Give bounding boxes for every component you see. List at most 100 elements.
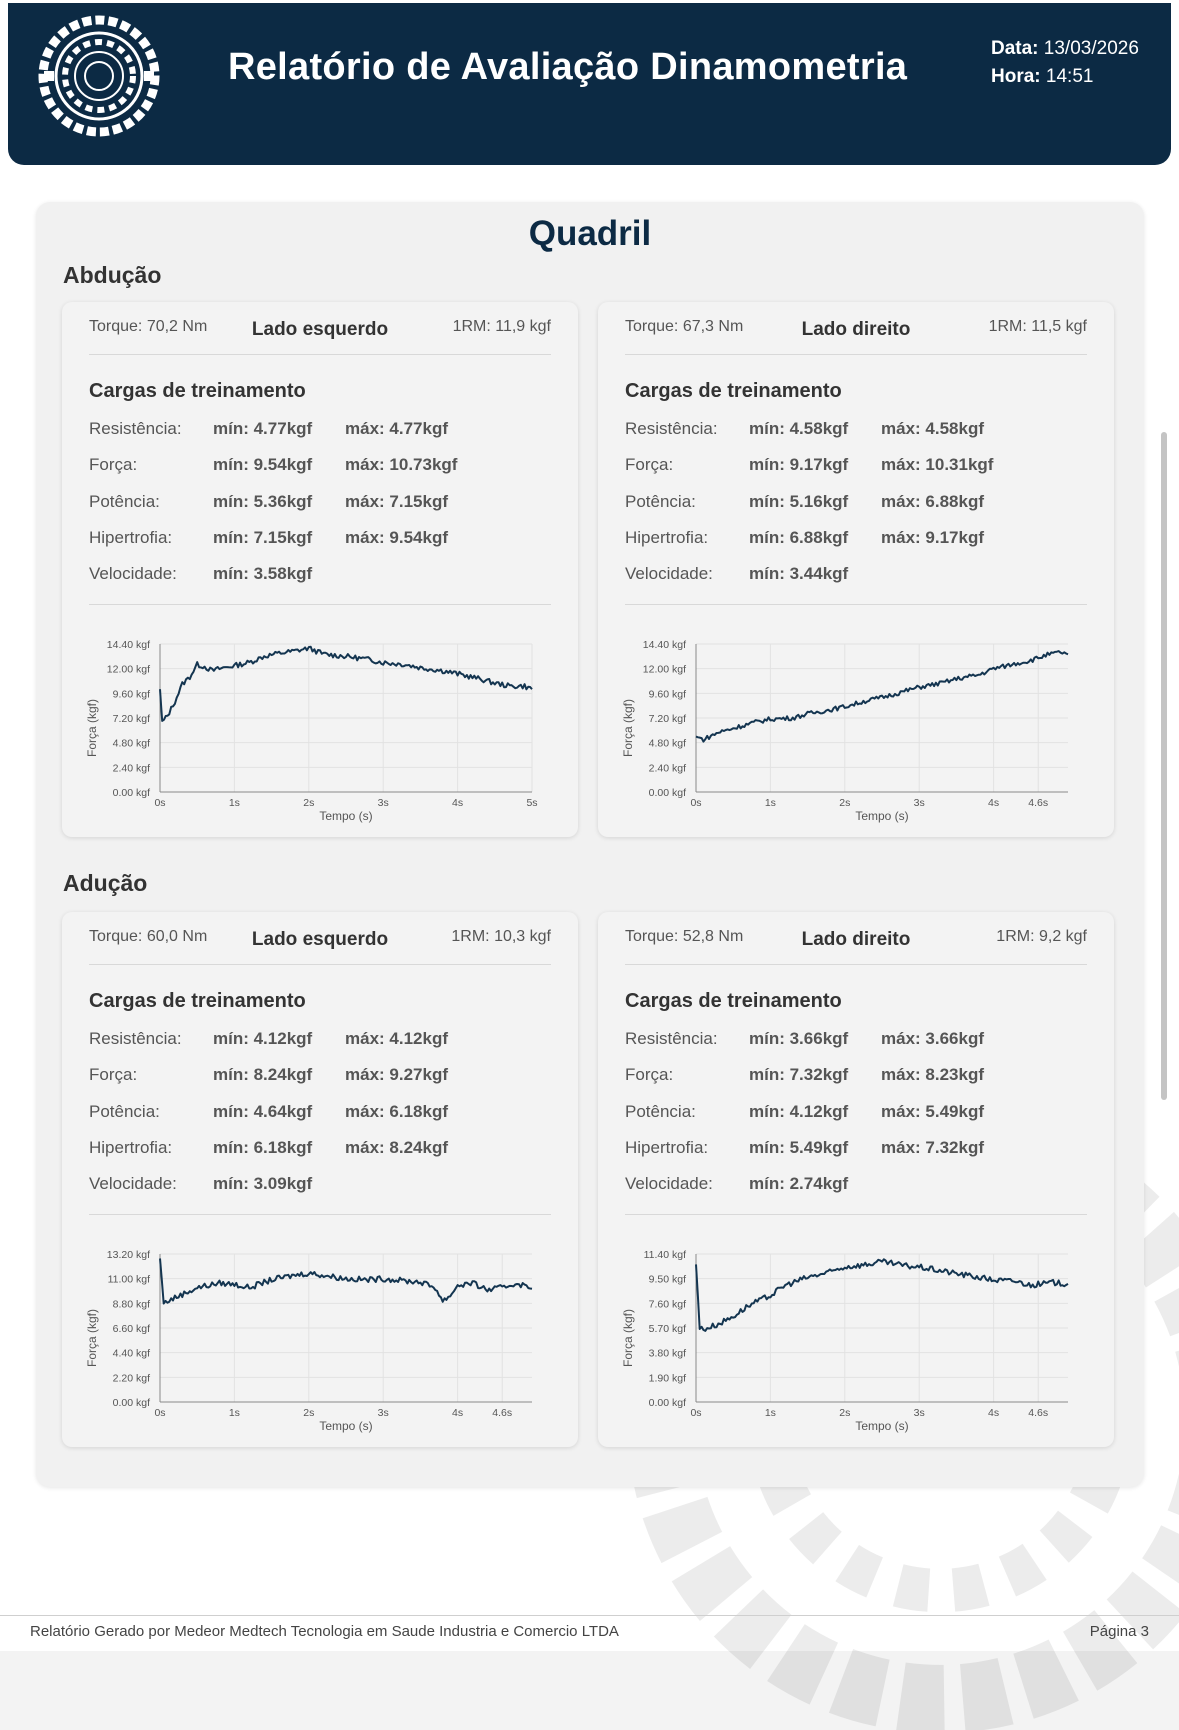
- y-tick-label: 7.20 kgf: [649, 713, 686, 725]
- x-tick-label: 3s: [378, 797, 389, 809]
- load-max: máx: 4.12kgf: [345, 1029, 448, 1048]
- load-label: Força:: [89, 455, 138, 474]
- x-tick-label: 4s: [988, 797, 999, 809]
- load-max: máx: 4.77kgf: [345, 419, 448, 438]
- date-value: 13/03/2026: [1043, 38, 1139, 59]
- divider: [625, 604, 1087, 605]
- footer-divider: [0, 1615, 1179, 1616]
- x-tick-label: 4.6s: [1028, 797, 1048, 809]
- y-tick-label: 8.80 kgf: [113, 1298, 150, 1310]
- x-tick-label: 2s: [303, 1407, 314, 1419]
- footer-credit: Relatório Gerado por Medeor Medtech Tecn…: [30, 1623, 619, 1640]
- side-label: Lado direito: [801, 319, 911, 340]
- time-value: 14:51: [1045, 66, 1094, 87]
- load-max: máx: 7.32kgf: [881, 1138, 984, 1157]
- rm-value: 1RM: 11,5 kgf: [988, 318, 1087, 335]
- load-min: mín: 6.88kgf: [749, 528, 849, 547]
- y-tick-label: 7.20 kgf: [113, 713, 150, 725]
- x-tick-label: 4.6s: [1028, 1407, 1048, 1419]
- cargas-title: Cargas de treinamento: [625, 990, 842, 1012]
- force-series-line: [159, 1258, 533, 1305]
- x-tick-label: 4.6s: [492, 1407, 512, 1419]
- x-tick-label: 2s: [839, 797, 850, 809]
- page-scrollbar[interactable]: [1161, 432, 1167, 1100]
- load-min: mín: 4.64kgf: [213, 1102, 313, 1121]
- load-max: máx: 4.58kgf: [881, 419, 984, 438]
- side-label: Lado esquerdo: [251, 929, 389, 950]
- load-min: mín: 2.74kgf: [749, 1174, 849, 1193]
- load-label: Velocidade:: [625, 564, 713, 583]
- load-min: mín: 8.24kgf: [213, 1065, 313, 1084]
- load-max: máx: 8.24kgf: [345, 1138, 448, 1157]
- load-max: máx: 6.18kgf: [345, 1102, 448, 1121]
- torque-value: Torque: 52,8 Nm: [625, 928, 744, 945]
- divider: [625, 964, 1087, 965]
- y-tick-label: 2.20 kgf: [113, 1372, 150, 1384]
- force-series-line: [695, 1258, 1069, 1332]
- x-axis-label: Tempo (s): [319, 809, 372, 823]
- load-min: mín: 4.12kgf: [213, 1029, 313, 1048]
- load-label: Potência:: [89, 1102, 160, 1121]
- divider: [625, 354, 1087, 355]
- movement-title-abducao: Abdução: [63, 262, 162, 288]
- force-chart-abducao-esquerdo: 14.40 kgf 12.00 kgf 9.60 kgf 7.20 kgf 4.80 k…: [85, 639, 538, 823]
- load-min: mín: 4.12kgf: [749, 1102, 849, 1121]
- section-title: Quadril: [528, 214, 652, 253]
- load-label: Velocidade:: [625, 1174, 713, 1193]
- y-tick-label: 4.80 kgf: [649, 738, 686, 750]
- y-tick-label: 3.80 kgf: [649, 1348, 686, 1360]
- rm-value: 1RM: 9,2 kgf: [996, 928, 1087, 945]
- load-label: Hipertrofia:: [625, 1138, 709, 1157]
- x-axis-label: Tempo (s): [855, 809, 908, 823]
- y-tick-label: 11.00 kgf: [108, 1274, 151, 1286]
- load-label: Hipertrofia:: [89, 528, 173, 547]
- load-min: mín: 4.58kgf: [749, 419, 849, 438]
- load-min: mín: 4.77kgf: [213, 419, 313, 438]
- x-tick-label: 2s: [839, 1407, 850, 1419]
- x-axis-label: Tempo (s): [855, 1419, 908, 1433]
- x-tick-label: 1s: [229, 797, 240, 809]
- y-tick-label: 2.40 kgf: [649, 762, 686, 774]
- x-tick-label: 0s: [154, 1407, 165, 1419]
- rm-value: 1RM: 11,9 kgf: [452, 318, 551, 335]
- y-tick-label: 13.20 kgf: [107, 1249, 150, 1261]
- y-axis-label: Força (kgf): [85, 699, 99, 757]
- load-max: máx: 8.23kgf: [881, 1065, 984, 1084]
- report-meta: Data: 13/03/2026 Hora: 14:51: [991, 35, 1139, 91]
- x-tick-label: 0s: [690, 797, 701, 809]
- load-min: mín: 5.49kgf: [749, 1138, 849, 1157]
- force-chart-abducao-direito: 14.40 kgf 12.00 kgf 9.60 kgf 7.20 kgf 4.80 k…: [621, 639, 1069, 823]
- x-tick-label: 5s: [526, 797, 537, 809]
- divider: [625, 1214, 1087, 1215]
- load-max: máx: 9.17kgf: [881, 528, 984, 547]
- force-chart-aducao-direito: 11.40 kgf 9.50 kgf 7.60 kgf 5.70 kgf 3.80 kg…: [621, 1249, 1069, 1433]
- load-max: máx: 7.15kgf: [345, 492, 448, 511]
- y-tick-label: 12.00 kgf: [107, 664, 150, 676]
- load-min: mín: 5.16kgf: [749, 492, 849, 511]
- load-min: mín: 9.17kgf: [749, 455, 849, 474]
- load-min: mín: 6.18kgf: [213, 1138, 313, 1157]
- y-tick-label: 14.40 kgf: [643, 639, 686, 651]
- y-axis-label: Força (kgf): [85, 1309, 99, 1367]
- y-tick-label: 4.40 kgf: [113, 1348, 150, 1360]
- y-tick-label: 9.50 kgf: [649, 1274, 686, 1286]
- load-min: mín: 7.32kgf: [749, 1065, 849, 1084]
- card-aducao-esquerdo: Torque: 60,0 Nm Lado esquerdo 1RM: 10,3 …: [62, 912, 578, 1447]
- load-label: Força:: [625, 1065, 674, 1084]
- x-tick-label: 4s: [452, 1407, 463, 1419]
- load-min: mín: 9.54kgf: [213, 455, 313, 474]
- x-tick-label: 1s: [765, 1407, 776, 1419]
- side-label: Lado esquerdo: [251, 319, 389, 340]
- y-tick-label: 1.90 kgf: [649, 1372, 686, 1384]
- y-axis-label: Força (kgf): [621, 699, 635, 757]
- section-quadril: Quadril Abdução Torque: 70,2 Nm Lado esq…: [36, 202, 1144, 1487]
- load-max: máx: 9.54kgf: [345, 528, 448, 547]
- load-min: mín: 3.44kgf: [749, 564, 849, 583]
- report-title: Relatório de Avaliação Dinamometria: [228, 46, 908, 88]
- force-chart-aducao-esquerdo: 13.20 kgf 11.00 kgf 8.80 kgf 6.60 kgf 4.40 k…: [85, 1249, 533, 1433]
- torque-value: Torque: 70,2 Nm: [89, 318, 208, 335]
- rm-value: 1RM: 10,3 kgf: [451, 928, 551, 945]
- page-number: Página 3: [1089, 1623, 1149, 1640]
- load-label: Força:: [625, 455, 674, 474]
- y-tick-label: 14.40 kgf: [107, 639, 150, 651]
